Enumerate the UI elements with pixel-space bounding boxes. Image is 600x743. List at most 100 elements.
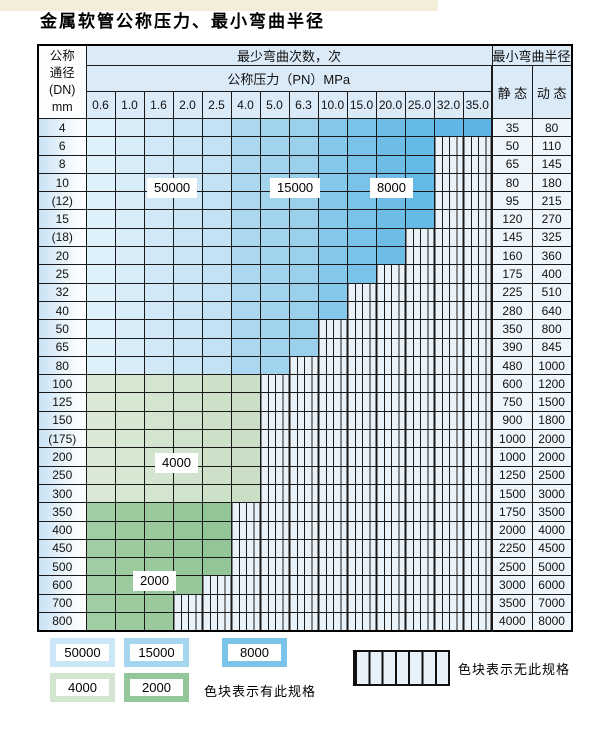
- spec-unavailable-cell: [404, 319, 435, 339]
- spec-unavailable-cell: [172, 612, 203, 632]
- static-radius-cell: 600: [490, 374, 533, 394]
- spec-available-cell: [143, 410, 174, 431]
- spec-available-cell: [85, 483, 116, 504]
- spec-unavailable-cell: [317, 538, 348, 559]
- spec-available-cell: [230, 117, 261, 138]
- spec-unavailable-cell: [346, 538, 377, 559]
- spec-unavailable-cell: [346, 612, 377, 632]
- spec-unavailable-cell: [375, 319, 406, 339]
- spec-unavailable-cell: [259, 465, 290, 485]
- spec-unavailable-cell: [404, 300, 435, 321]
- spec-unavailable-cell: [462, 191, 493, 211]
- spec-unavailable-cell: [404, 374, 435, 394]
- spec-unavailable-cell: [433, 429, 464, 449]
- dynamic-radius-cell: 800: [531, 319, 573, 339]
- spec-available-cell: [346, 227, 377, 248]
- static-radius-cell: 390: [490, 337, 533, 357]
- table-row: 700 3500 7000: [37, 593, 573, 614]
- spec-available-cell: [143, 374, 174, 394]
- spec-available-cell: [346, 209, 377, 229]
- spec-available-cell: [114, 172, 145, 193]
- spec-available-cell: [85, 374, 116, 394]
- spec-unavailable-cell: [346, 282, 377, 302]
- table-row: (18) 145 325: [37, 227, 573, 248]
- spec-available-cell: [230, 319, 261, 339]
- dn-cell: 700: [37, 593, 87, 614]
- spec-available-cell: [201, 117, 232, 138]
- spec-unavailable-cell: [404, 538, 435, 559]
- table-row: 25 175 400: [37, 264, 573, 284]
- static-radius-cell: 2250: [490, 538, 533, 559]
- spec-available-cell: [85, 355, 116, 376]
- dynamic-radius-cell: 845: [531, 337, 573, 357]
- spec-available-cell: [114, 410, 145, 431]
- spec-available-cell: [230, 300, 261, 321]
- spec-available-cell: [114, 520, 145, 540]
- spec-available-cell: [288, 209, 319, 229]
- spec-unavailable-cell: [433, 520, 464, 540]
- table-row: 40 280 640: [37, 300, 573, 321]
- spec-available-cell: [230, 429, 261, 449]
- corner-header-line: mm: [51, 100, 73, 114]
- spec-unavailable-cell: [404, 282, 435, 302]
- spec-unavailable-cell: [288, 575, 319, 595]
- corner-header-line: 通径: [49, 66, 75, 80]
- dynamic-radius-cell: 325: [531, 227, 573, 248]
- spec-available-cell: [201, 410, 232, 431]
- spec-available-cell: [230, 154, 261, 174]
- static-radius-cell: 2500: [490, 557, 533, 577]
- spec-unavailable-cell: [462, 465, 493, 485]
- spec-unavailable-cell: [404, 429, 435, 449]
- spec-unavailable-cell: [230, 520, 261, 540]
- spec-unavailable-cell: [433, 246, 464, 266]
- spec-unavailable-cell: [462, 264, 493, 284]
- spec-unavailable-cell: [462, 355, 493, 376]
- pressure-column-header: 25.0: [404, 91, 435, 119]
- dn-cell: 4: [37, 117, 87, 138]
- spec-unavailable-cell: [259, 612, 290, 632]
- spec-available-cell: [114, 264, 145, 284]
- table-row: 80 480 1000: [37, 355, 573, 376]
- dynamic-radius-cell: 640: [531, 300, 573, 321]
- dynamic-radius-cell: 4000: [531, 520, 573, 540]
- spec-available-cell: [143, 392, 174, 412]
- spec-unavailable-cell: [462, 300, 493, 321]
- dn-cell: 150: [37, 410, 87, 431]
- spec-unavailable-cell: [433, 337, 464, 357]
- spec-available-cell: [85, 282, 116, 302]
- dynamic-radius-cell: 215: [531, 191, 573, 211]
- spec-unavailable-cell: [462, 246, 493, 266]
- spec-available-cell: [404, 209, 435, 229]
- spec-available-cell: [143, 483, 174, 504]
- page-title: 金属软管公称压力、最小弯曲半径: [40, 12, 325, 32]
- spec-available-cell: [143, 337, 174, 357]
- dynamic-radius-cell: 145: [531, 154, 573, 174]
- spec-available-cell: [288, 300, 319, 321]
- spec-unavailable-cell: [404, 227, 435, 248]
- spec-unavailable-cell: [259, 483, 290, 504]
- spec-available-cell: [259, 154, 290, 174]
- spec-available-cell: [230, 483, 261, 504]
- table-row: 600 3000 6000: [37, 575, 573, 595]
- spec-available-cell: [85, 465, 116, 485]
- spec-available-cell: [85, 319, 116, 339]
- spec-available-cell: [288, 117, 319, 138]
- static-radius-cell: 350: [490, 319, 533, 339]
- spec-available-cell: [85, 191, 116, 211]
- spec-available-cell: [230, 447, 261, 467]
- spec-available-cell: [201, 502, 232, 522]
- table-row: 800 4000 8000: [37, 612, 573, 632]
- spec-available-cell: [201, 520, 232, 540]
- spec-unavailable-cell: [433, 483, 464, 504]
- spec-unavailable-cell: [346, 593, 377, 614]
- spec-available-cell: [172, 136, 203, 156]
- dynamic-radius-cell: 1200: [531, 374, 573, 394]
- spec-available-cell: [288, 154, 319, 174]
- spec-available-cell: [230, 374, 261, 394]
- dn-cell: 300: [37, 483, 87, 504]
- spec-available-cell: [114, 300, 145, 321]
- spec-available-cell: [230, 209, 261, 229]
- table-row: 250 1250 2500: [37, 465, 573, 485]
- spec-available-cell: [114, 465, 145, 485]
- spec-unavailable-cell: [288, 612, 319, 632]
